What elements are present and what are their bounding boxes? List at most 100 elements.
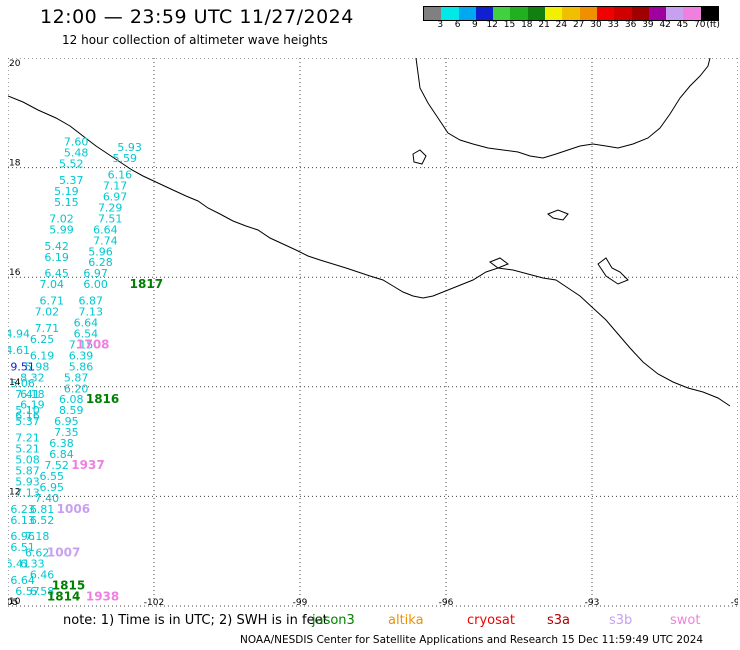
wave-height-value: 4.94 [8, 327, 30, 340]
wave-height-value: 6.87 [78, 295, 103, 308]
wave-height-value: 6.13 [10, 514, 34, 527]
wave-height-value: 5.08 [15, 454, 40, 467]
color-scale-label: 3 [437, 20, 444, 30]
island-shape [412, 149, 427, 165]
color-swatch [545, 7, 563, 20]
x-tick-label: -99 [293, 598, 308, 608]
wave-height-value: 7.15 [69, 338, 94, 351]
wave-height-value: 6.38 [49, 437, 74, 450]
wave-height-value: 6.96 [10, 530, 34, 543]
color-scale-label: 6 [454, 20, 461, 30]
coastline [8, 58, 731, 407]
cycle-annotation: 1816 [86, 392, 119, 406]
y-tick-label: 12 [9, 487, 20, 497]
lagoon-shape [547, 209, 569, 221]
wave-height-value: 7.35 [54, 426, 79, 439]
wave-height-value: 5.42 [44, 240, 69, 253]
color-swatch [527, 7, 546, 20]
wave-height-value: 6.52 [30, 514, 55, 527]
wave-height-value: 6.25 [30, 333, 55, 346]
color-scale-label: 18 [521, 20, 533, 30]
wave-height-value: 7.29 [98, 201, 123, 214]
color-scale-label: 21 [538, 20, 550, 30]
color-scale-label: 45 [676, 20, 689, 30]
wave-height-value: 6.51 [10, 541, 34, 554]
wave-height-value: 7.21 [15, 432, 40, 445]
wave-height-value: 5.93 [117, 141, 142, 154]
wave-height-value: 5.87 [64, 371, 89, 384]
x-tick-label: -90 [731, 598, 738, 608]
satellite-legend-s3b: s3b [609, 613, 633, 628]
wave-height-value: 7.71 [35, 322, 60, 335]
satellite-legend-cryosat: cryosat [467, 613, 515, 628]
x-tick-label: -102 [144, 598, 164, 608]
wave-height-value: 6.84 [49, 448, 74, 461]
color-swatch [631, 7, 649, 20]
color-scale-label: 70 [694, 20, 706, 30]
wave-height-value: 6.64 [74, 317, 99, 330]
color-scale-label: 33 [607, 20, 620, 30]
color-swatch [424, 7, 442, 20]
x-tick-label: -96 [439, 598, 454, 608]
wave-height-value: 7.74 [93, 234, 118, 247]
satellite-legend-s3a: s3a [547, 613, 571, 628]
wave-height-value: 6.19 [44, 251, 69, 264]
wave-height-value: 6.57 [15, 585, 40, 598]
gulf-of-mexico-coast [415, 58, 711, 159]
satellite-legend-altika: altika [388, 613, 424, 628]
wave-height-value: 4.61 [8, 344, 30, 357]
wave-height-value: 6.20 [64, 382, 89, 395]
wave-height-value: 6.62 [25, 547, 50, 560]
satellite-legend-jason3: jason3 [312, 613, 355, 628]
wave-height-value: 7.60 [64, 136, 89, 149]
wave-height-value: 7.40 [35, 492, 60, 505]
wave-height-value: 7.04 [40, 278, 65, 291]
cycle-annotation: 1814 [47, 590, 80, 604]
wave-height-value: 6.58 [30, 585, 55, 598]
wave-height-value: 6.18 [20, 388, 45, 401]
y-tick-label: 10 [9, 597, 21, 607]
color-scale-labels: 3 6 9 12 15 18 21 24 27 30 33 36 39 42 45 70 (ft) [423, 20, 740, 34]
mexico-pacific-coast [8, 95, 731, 407]
satellite-legend-swot: swot [670, 613, 701, 628]
wave-height-value: 5.15 [54, 196, 79, 209]
wave-height-value: 7.02 [49, 212, 74, 225]
wave-height-value: 5.10 [15, 404, 40, 417]
wave-height-value: 8.59 [59, 404, 84, 417]
wave-height-value: 5.21 [15, 443, 40, 456]
wave-height-value: 6.97 [83, 267, 108, 280]
wave-height-value: 6.81 [30, 503, 55, 516]
color-swatch [614, 7, 632, 20]
wave-height-map: 7.605.485.525.375.195.157.025.995.426.19… [8, 58, 738, 608]
wave-height-value: 5.48 [64, 147, 89, 160]
wave-height-value: 6.45 [44, 267, 69, 280]
wave-height-value: 6.33 [20, 558, 45, 571]
y-tick-label: 16 [9, 268, 21, 278]
y-tick-label: 18 [9, 159, 21, 169]
wave-height-value: 6.71 [40, 295, 65, 308]
y-tick-label: 14 [9, 378, 21, 388]
color-swatch [562, 7, 580, 20]
color-swatch [683, 7, 701, 20]
color-scale-label: 12 [486, 20, 498, 30]
map-subtitle: 12 hour collection of altimeter wave hei… [62, 33, 328, 47]
color-scale-bar [423, 6, 720, 21]
wave-height-value: 5.87 [15, 464, 40, 477]
wave-height-value: 7.52 [44, 459, 69, 472]
wave-height-value: 7.41 [15, 388, 40, 401]
wave-height-value: 8.32 [20, 371, 45, 384]
color-scale-label: 42 [659, 20, 671, 30]
wave-height-value: 7.02 [35, 306, 60, 319]
x-tick-label: -105 [8, 598, 18, 608]
color-scale-label: 30 [590, 20, 602, 30]
color-scale-label: 24 [555, 20, 568, 30]
wave-height-value: 7.13 [15, 486, 40, 499]
color-swatch [458, 7, 476, 20]
color-scale-label: 27 [572, 20, 585, 30]
wave-height-values: 7.605.485.525.375.195.157.025.995.426.19… [8, 136, 142, 598]
axis-tick-labels: -105-102-99-96-93-90201816141210 [8, 59, 738, 608]
credit-line: NOAA/NESDIS Center for Satellite Applica… [240, 634, 704, 646]
wave-height-value: 6.00 [83, 278, 108, 291]
wave-height-value: 6.19 [20, 399, 45, 412]
wave-height-value: 6.55 [40, 470, 65, 483]
